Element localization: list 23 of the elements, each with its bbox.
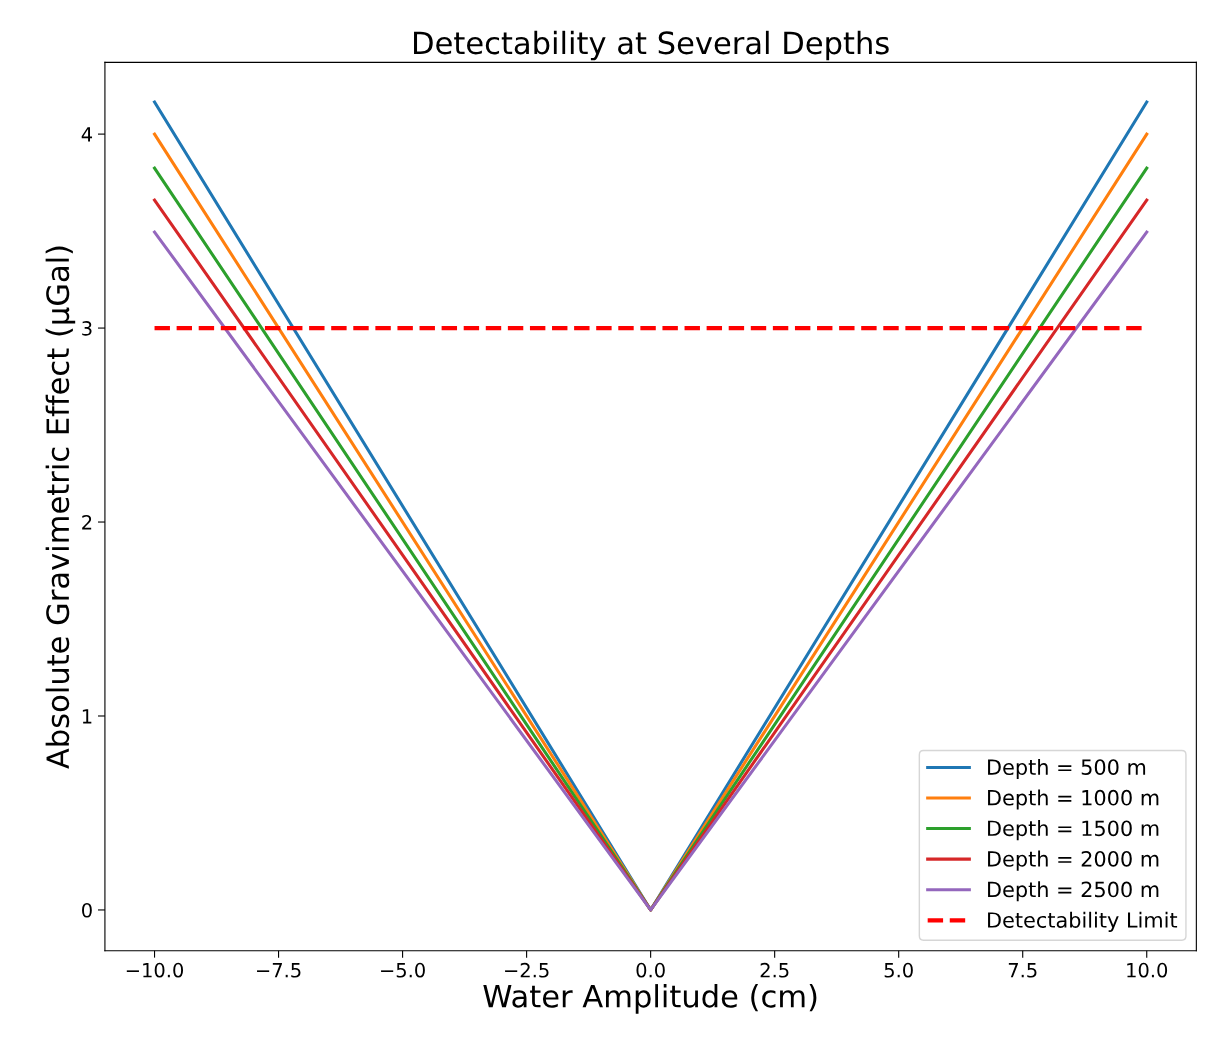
x-tick-label: 5.0: [884, 962, 913, 978]
x-tick-label: −2.5: [505, 962, 549, 978]
legend-label: Depth = 2500 m: [988, 881, 1159, 902]
x-tick-label: 10.0: [1127, 962, 1168, 978]
x-axis-title: Water Amplitude (cm): [483, 984, 817, 1014]
x-tick-label: −5.0: [381, 962, 425, 978]
y-tick-label: 3: [82, 321, 92, 336]
y-tick-label: 4: [81, 127, 93, 142]
legend-label: Depth = 1500 m: [988, 820, 1159, 841]
legend-label: Detectability Limit: [988, 911, 1178, 932]
chart-title: Detectability at Several Depths: [414, 30, 889, 61]
y-tick-label: 1: [82, 709, 92, 724]
legend-label: Depth = 2000 m: [988, 850, 1159, 871]
x-tick-label: 0.0: [636, 962, 665, 978]
y-tick-label: 0: [82, 902, 92, 918]
y-tick-label: 2: [82, 514, 92, 530]
legend-label: Depth = 1000 m: [988, 789, 1159, 810]
x-tick-label: 7.5: [1008, 963, 1037, 978]
x-tick-label: −10.0: [126, 962, 184, 978]
x-tick-label: 2.5: [760, 962, 789, 978]
y-axis-title: Absolute Gravimetric Effect (μGal): [45, 246, 76, 769]
x-tick-label: −7.5: [257, 963, 301, 978]
legend-label: Depth = 500 m: [988, 758, 1146, 780]
